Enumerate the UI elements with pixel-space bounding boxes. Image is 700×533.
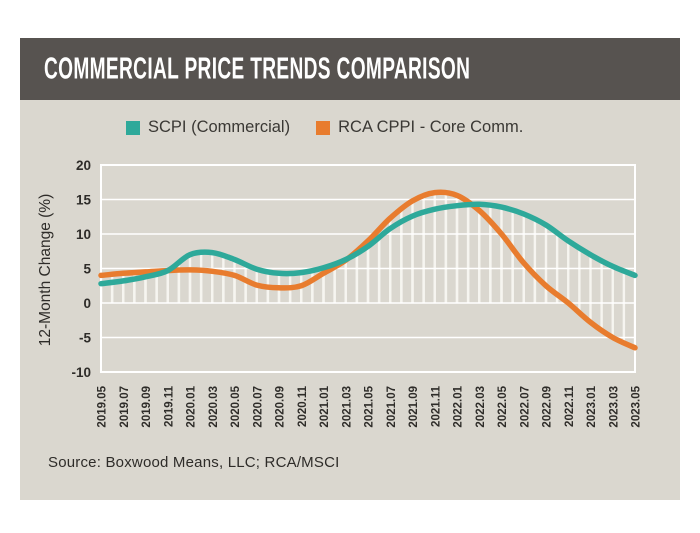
legend-label-scpi: SCPI (Commercial) [148,118,291,136]
x-tick-label: 2019.11 [163,385,175,427]
x-tick-label: 2021.07 [386,386,398,428]
y-tick-label: 0 [83,296,91,311]
chart-panel: COMMERCIAL PRICE TRENDS COMPARISON SCPI … [20,38,680,500]
x-tick-label: 2019.09 [141,386,153,428]
y-tick-label: 10 [76,227,91,242]
x-tick-label: 2022.09 [542,386,554,428]
x-tick-label: 2023.05 [631,385,643,427]
x-tick-label: 2022.01 [453,385,465,427]
x-tick-label: 2022.11 [564,385,576,427]
x-tick-label: 2019.07 [119,386,131,428]
x-tick-label: 2020.07 [252,386,264,428]
x-tick-label: 2020.05 [230,385,242,427]
price-trends-line-chart: 20 15 10 5 0 -5 -10 2019.05 2019.07 2019.09 2019.1… [37,158,643,428]
y-axis-title: 12-Month Change (%) [37,194,54,347]
legend-item-rca: RCA CPPI - Core Comm. [316,118,523,137]
y-tick-label: 5 [83,262,91,277]
x-tick-label: 2019.05 [97,385,109,427]
y-tick-label: -10 [71,365,91,380]
x-tick-label: 2020.03 [208,386,220,428]
chart-legend: SCPI (Commercial) RCA CPPI - Core Comm. [126,118,523,137]
chart-header-bar: COMMERCIAL PRICE TRENDS COMPARISON [20,38,680,100]
source-note: Source: Boxwood Means, LLC; RCA/MSCI [48,454,340,471]
x-tick-label: 2022.05 [497,385,509,427]
x-tick-label: 2021.09 [408,386,420,428]
series-area-hatch [101,192,635,348]
x-tick-label: 2021.11 [430,385,442,427]
x-tick-label: 2023.01 [586,385,598,427]
rca-swatch-icon [316,120,331,135]
x-tick-label: 2021.03 [341,386,353,428]
scpi-swatch-icon [126,120,140,135]
x-tick-label: 2020.11 [297,385,309,427]
x-tick-label: 2023.03 [608,386,620,428]
y-tick-label: 15 [76,193,92,208]
y-tick-label: -5 [79,331,91,346]
x-tick-label: 2020.09 [275,386,287,428]
series-line-rca [98,189,638,351]
x-tick-label: 2022.07 [519,386,531,428]
x-tick-label: 2022.03 [475,386,487,428]
x-tick-label: 2021.05 [364,385,376,427]
chart-title: COMMERCIAL PRICE TRENDS COMPARISON [44,51,471,86]
series-line-scpi [98,201,638,287]
legend-label-rca: RCA CPPI - Core Comm. [338,118,524,136]
plot-frame [100,164,636,373]
legend-item-scpi: SCPI (Commercial) [126,118,290,137]
y-tick-label: 20 [76,158,91,173]
x-tick-label: 2020.01 [186,385,198,427]
x-tick-label: 2021.01 [319,385,331,427]
